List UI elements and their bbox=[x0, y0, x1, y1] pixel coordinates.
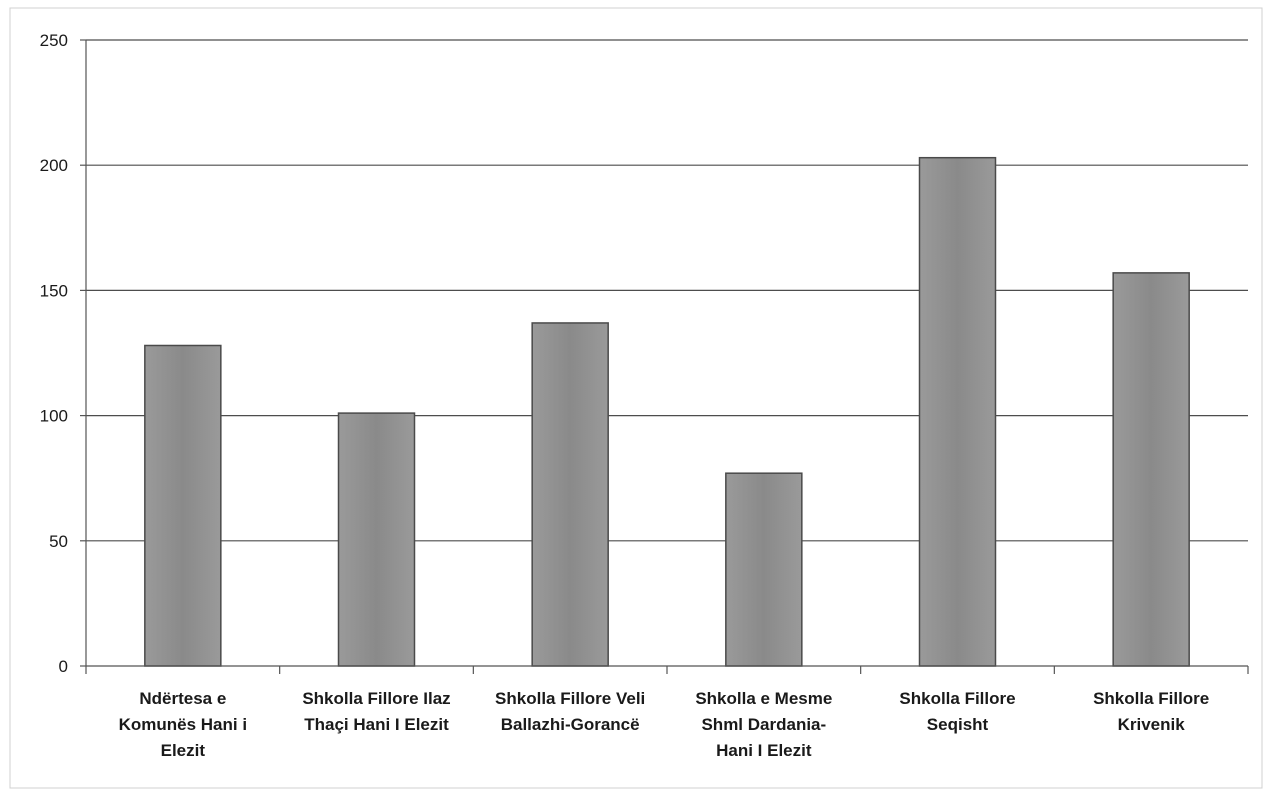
category-label-line: Shkolla Fillore Veli bbox=[495, 689, 645, 708]
category-label: Ndërtesa e Komunës Hani i Elezit bbox=[119, 689, 247, 760]
y-tick-label: 200 bbox=[40, 156, 68, 175]
category-label-line: Elezit bbox=[161, 741, 206, 760]
category-label-line: Seqisht bbox=[927, 715, 989, 734]
category-label-line: Shkolla e Mesme bbox=[695, 689, 832, 708]
category-label-line: Shkolla Fillore Ilaz bbox=[302, 689, 450, 708]
y-tick-label: 250 bbox=[40, 31, 68, 50]
y-tick-label: 50 bbox=[49, 532, 68, 551]
bar bbox=[725, 472, 803, 667]
category-label: Shkolla Fillore Krivenik bbox=[1093, 689, 1209, 734]
gridlines bbox=[86, 39, 1248, 542]
category-label-line: Komunës Hani i bbox=[119, 715, 247, 734]
y-tick-label: 100 bbox=[40, 407, 68, 426]
bar bbox=[337, 412, 416, 667]
category-label-line: Ndërtesa e bbox=[139, 689, 226, 708]
bar bbox=[531, 322, 609, 667]
category-label: Shkolla Fillore Ilaz Thaçi Hani I Elezit bbox=[302, 689, 450, 734]
category-label: Shkolla Fillore Veli Ballazhi-Gorancë bbox=[495, 689, 645, 734]
category-label: Shkolla e Mesme Shml Dardania- Hani I Elez… bbox=[695, 689, 832, 760]
category-label: Shkolla Fillore Seqisht bbox=[899, 689, 1015, 734]
category-label-line: Ballazhi-Gorancë bbox=[501, 715, 640, 734]
chart-frame bbox=[9, 7, 1263, 789]
category-label-line: Shkolla Fillore bbox=[1093, 689, 1209, 708]
bar bbox=[144, 344, 222, 667]
bar bbox=[918, 156, 997, 667]
category-label-line: Krivenik bbox=[1118, 715, 1186, 734]
category-labels: Ndërtesa e Komunës Hani i Elezit Shkolla Fi… bbox=[119, 689, 1210, 760]
y-tick-labels: 0 50 100 150 200 250 bbox=[40, 31, 68, 676]
category-label-line: Shml Dardania- bbox=[701, 715, 826, 734]
y-tick-label: 0 bbox=[59, 657, 68, 676]
bar bbox=[1112, 272, 1190, 667]
category-label-line: Thaçi Hani I Elezit bbox=[304, 715, 449, 734]
y-tick-label: 150 bbox=[40, 281, 68, 300]
category-label-line: Shkolla Fillore bbox=[899, 689, 1015, 708]
axes bbox=[80, 39, 1249, 674]
bars bbox=[144, 156, 1190, 667]
category-label-line: Hani I Elezit bbox=[716, 741, 812, 760]
